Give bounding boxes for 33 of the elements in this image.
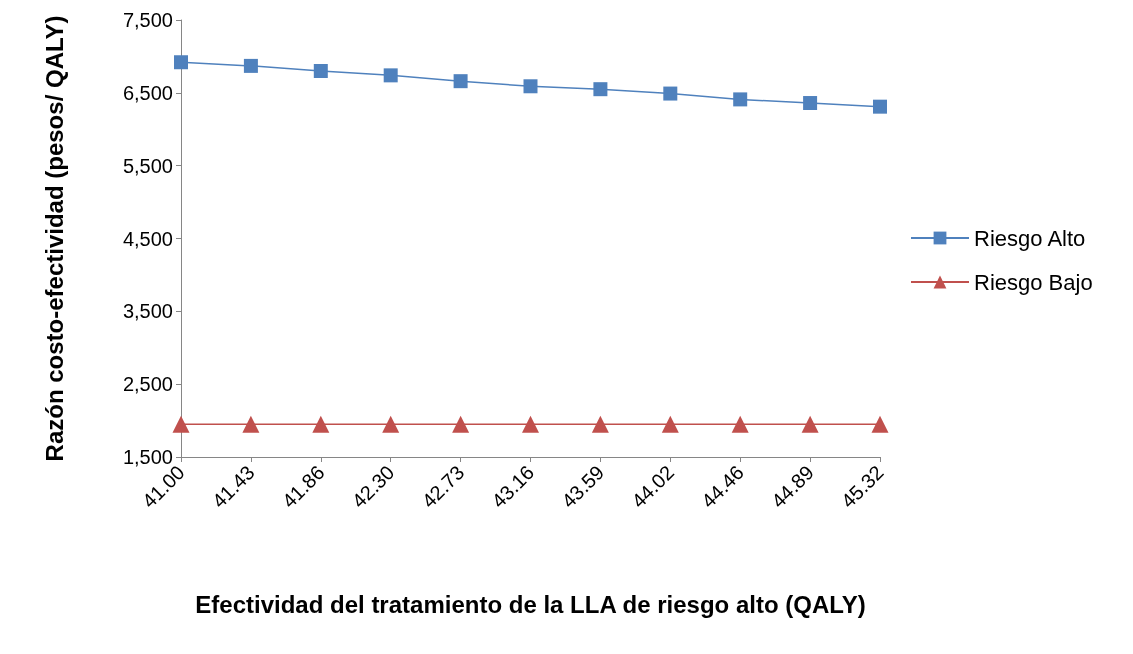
point xyxy=(174,55,188,70)
point xyxy=(873,99,887,114)
point xyxy=(523,79,538,94)
point xyxy=(522,415,539,433)
point xyxy=(733,92,748,107)
point xyxy=(382,415,400,433)
point xyxy=(661,415,679,433)
point xyxy=(452,415,470,433)
point xyxy=(663,86,678,101)
point xyxy=(593,82,608,97)
y-tick-label: 3,500 xyxy=(122,300,173,323)
point xyxy=(453,74,468,89)
y-tick-label: 2,500 xyxy=(122,373,173,396)
y-tick-label: 4,500 xyxy=(122,227,173,250)
y-tick-label: 1,500 xyxy=(122,446,173,468)
point xyxy=(242,415,260,433)
x-axis-title: Efectividad del tratamiento de la LLA de riesgo alto (QALY) xyxy=(195,590,866,618)
point xyxy=(383,68,398,83)
y-tick-label: 5,500 xyxy=(122,154,173,177)
legend-label: Riesgo Bajo xyxy=(974,269,1093,295)
point xyxy=(801,415,819,433)
point xyxy=(243,58,258,73)
point xyxy=(172,415,190,433)
legend-label: Riesgo Alto xyxy=(974,225,1086,251)
point xyxy=(731,415,749,433)
point xyxy=(312,415,330,433)
point xyxy=(871,415,889,433)
point xyxy=(803,96,818,111)
point xyxy=(591,415,609,433)
y-tick-label: 6,500 xyxy=(122,81,173,104)
point xyxy=(313,63,328,78)
y-axis-title: Razón costo-efectividad (pesos/ QALY) xyxy=(40,15,68,462)
y-tick-label: 7,500 xyxy=(122,9,173,31)
